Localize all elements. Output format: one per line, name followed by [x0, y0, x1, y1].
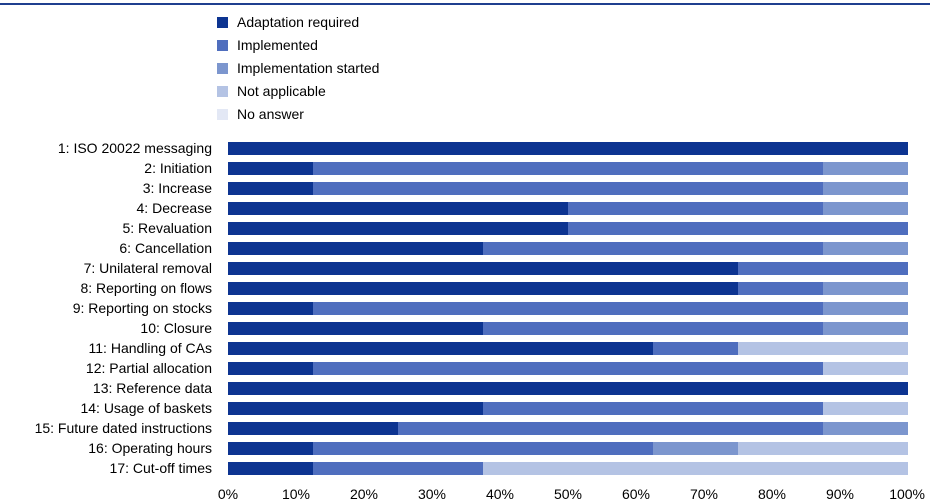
bar-segment-11-adaptation-required: [228, 342, 653, 355]
category-label: 6: Cancellation: [119, 240, 212, 256]
category-label: 2: Initiation: [144, 160, 212, 176]
bar-segment-11-not-applicable: [738, 342, 908, 355]
category-label: 13: Reference data: [93, 380, 212, 396]
bar-segment-15-adaptation-required: [228, 422, 398, 435]
category-label: 8: Reporting on flows: [80, 280, 212, 296]
bar-segment-6-implemented: [483, 242, 823, 255]
x-tick-label: 70%: [690, 486, 718, 502]
bar-segment-4-adaptation-required: [228, 202, 568, 215]
bar-segment-2-implementation-started: [823, 162, 908, 175]
legend-swatch-no-answer: [217, 109, 228, 120]
bar-segment-10-adaptation-required: [228, 322, 483, 335]
bar-segment-3-implementation-started: [823, 182, 908, 195]
bar-segment-13-adaptation-required: [228, 382, 908, 395]
bar-segment-4-implemented: [568, 202, 823, 215]
bar-segment-12-implemented: [313, 362, 823, 375]
x-tick-label: 20%: [350, 486, 378, 502]
x-tick-label: 0%: [218, 486, 238, 502]
category-labels: 1: ISO 20022 messaging 2: Initiation 3: In…: [35, 140, 213, 476]
category-label: 7: Unilateral removal: [84, 260, 212, 276]
bar-segment-8-implementation-started: [823, 282, 908, 295]
bar-segment-15-implementation-started: [823, 422, 908, 435]
category-label: 4: Decrease: [137, 200, 213, 216]
category-label: 14: Usage of baskets: [80, 400, 212, 416]
bar-segment-16-implemented: [313, 442, 653, 455]
bar-segment-11-implemented: [653, 342, 738, 355]
legend-label-implementation-started: Implementation started: [237, 60, 379, 76]
top-rule: [0, 3, 930, 5]
bar-segment-17-adaptation-required: [228, 462, 313, 475]
legend-label-not-applicable: Not applicable: [237, 83, 326, 99]
bar-segment-16-not-applicable: [738, 442, 908, 455]
bar-segment-5-adaptation-required: [228, 222, 568, 235]
legend-label-implemented: Implemented: [237, 37, 318, 53]
bar-segment-2-adaptation-required: [228, 162, 313, 175]
bar-segment-4-implementation-started: [823, 202, 908, 215]
bar-segment-12-adaptation-required: [228, 362, 313, 375]
bar-segment-6-implementation-started: [823, 242, 908, 255]
x-tick-label: 100%: [889, 486, 925, 502]
bar-segment-17-implemented: [313, 462, 483, 475]
legend-swatch-adaptation-required: [217, 17, 228, 28]
legend: Adaptation required Implemented Implementa…: [217, 14, 379, 122]
legend-swatch-implemented: [217, 40, 228, 51]
bar-segment-14-not-applicable: [823, 402, 908, 415]
bar-segment-7-adaptation-required: [228, 262, 738, 275]
bar-segment-2-implemented: [313, 162, 823, 175]
x-tick-label: 10%: [282, 486, 310, 502]
bar-segment-10-implemented: [483, 322, 823, 335]
bar-segment-3-implemented: [313, 182, 823, 195]
bars: [228, 142, 908, 475]
category-label: 5: Revaluation: [122, 220, 212, 236]
bar-segment-8-adaptation-required: [228, 282, 738, 295]
category-label: 17: Cut-off times: [110, 460, 212, 476]
bar-segment-5-implemented: [568, 222, 908, 235]
x-tick-label: 30%: [418, 486, 446, 502]
bar-segment-10-implementation-started: [823, 322, 908, 335]
x-axis-ticks: 0% 10% 20% 30% 40% 50% 60% 70% 80% 90% 100%: [218, 486, 925, 502]
bar-segment-7-implemented: [738, 262, 908, 275]
bar-segment-17-not-applicable: [483, 462, 908, 475]
category-label: 12: Partial allocation: [86, 360, 212, 376]
bar-segment-16-implementation-started: [653, 442, 738, 455]
bar-segment-16-adaptation-required: [228, 442, 313, 455]
bar-segment-15-implemented: [398, 422, 823, 435]
bar-segment-14-implemented: [483, 402, 823, 415]
legend-label-adaptation-required: Adaptation required: [237, 14, 359, 30]
legend-swatch-implementation-started: [217, 63, 228, 74]
x-tick-label: 60%: [622, 486, 650, 502]
legend-swatch-not-applicable: [217, 86, 228, 97]
bar-segment-6-adaptation-required: [228, 242, 483, 255]
bar-segment-9-implementation-started: [823, 302, 908, 315]
category-label: 11: Handling of CAs: [89, 340, 212, 356]
bar-segment-8-implemented: [738, 282, 823, 295]
bar-segment-12-not-applicable: [823, 362, 908, 375]
category-label: 15: Future dated instructions: [35, 420, 212, 436]
legend-label-no-answer: No answer: [237, 106, 304, 122]
x-tick-label: 80%: [758, 486, 786, 502]
category-label: 9: Reporting on stocks: [73, 300, 212, 316]
category-label: 10: Closure: [140, 320, 212, 336]
bar-segment-9-adaptation-required: [228, 302, 313, 315]
category-label: 16: Operating hours: [88, 440, 212, 456]
x-tick-label: 50%: [554, 486, 582, 502]
bar-segment-3-adaptation-required: [228, 182, 313, 195]
bar-segment-14-adaptation-required: [228, 402, 483, 415]
x-tick-label: 90%: [826, 486, 854, 502]
category-label: 3: Increase: [143, 180, 212, 196]
bar-segment-9-implemented: [313, 302, 823, 315]
x-tick-label: 40%: [486, 486, 514, 502]
bar-segment-1-adaptation-required: [228, 142, 908, 155]
category-label: 1: ISO 20022 messaging: [58, 140, 212, 156]
